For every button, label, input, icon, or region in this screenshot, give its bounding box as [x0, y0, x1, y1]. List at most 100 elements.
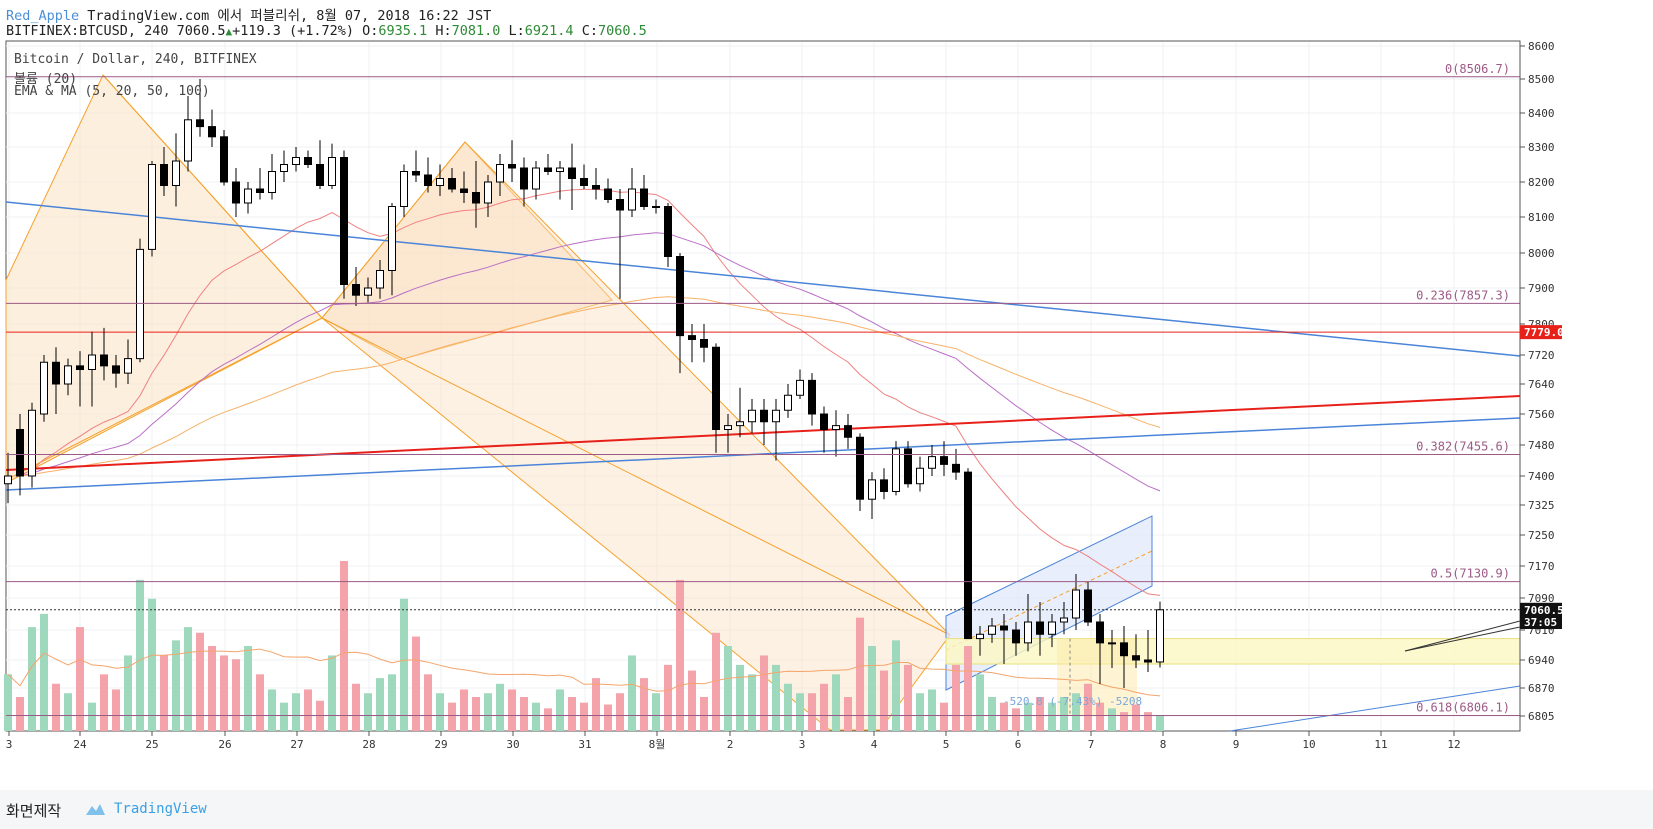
time-axis[interactable]: 3 24 25 26 27 28 29 30 31 8월 2 3 4 5 6 7 8 9 10 11 12	[6, 731, 1461, 751]
candle-body	[148, 164, 156, 250]
volume-bar	[376, 678, 384, 731]
volume-bar	[988, 697, 996, 731]
volume-bar	[736, 664, 744, 731]
volume-bar	[64, 693, 72, 731]
trend-line-upper-blue	[5, 201, 1521, 357]
candle-body	[292, 157, 300, 165]
time-tick-label: 12	[1447, 738, 1460, 751]
candle-body	[160, 164, 168, 186]
candle-body	[796, 379, 804, 396]
last-price-tag: 7060.5	[1524, 604, 1564, 617]
volume-bar	[136, 579, 144, 731]
publish-text: TradingView.com 에서 퍼블리쉬, 8월 07, 2018 16:…	[87, 8, 492, 24]
candle-body	[1120, 642, 1128, 657]
candle-body	[1108, 642, 1116, 645]
tradingview-logo-icon	[86, 804, 105, 815]
volume-bar	[184, 627, 192, 731]
author-name[interactable]: Red_Apple	[6, 8, 80, 24]
candle-body	[268, 171, 276, 193]
countdown-tag-bg	[1520, 615, 1562, 629]
legend-ema-ma[interactable]: EMA & MA (5, 20, 50, 100)	[14, 84, 210, 99]
time-tick-label: 29	[434, 738, 447, 751]
volume-bar	[796, 693, 804, 731]
time-tick-label: 4	[871, 738, 878, 751]
fib-label: 0.236(7857.3)	[1416, 288, 1510, 302]
price-chart[interactable]: 0(8506.7) 0.236(7857.3) 0.382(7455.6) 0.5(7…	[0, 0, 1653, 790]
harmonic-leg	[321, 317, 951, 636]
red-line-price-tag: 7779.0	[1524, 326, 1564, 339]
volume-bar	[88, 702, 96, 731]
candle-body	[4, 475, 12, 485]
candle-body	[700, 339, 708, 348]
volume-bar	[856, 617, 864, 731]
candle-body	[520, 167, 528, 190]
volume-bar	[1084, 683, 1092, 731]
volume-ma-line	[7, 648, 1161, 697]
volume-bar	[748, 674, 756, 731]
volume-bar	[256, 674, 264, 731]
volume-bar	[940, 702, 948, 731]
candle-body	[568, 167, 576, 179]
price-tick-label: 8300	[1528, 141, 1555, 154]
candle-body	[1132, 655, 1140, 661]
volume-bar	[772, 664, 780, 731]
volume-bar	[1144, 712, 1152, 731]
trend-line-bottom	[1229, 685, 1521, 732]
legend-volume[interactable]: 볼륨 (20)	[14, 72, 78, 87]
candle-body	[784, 394, 792, 411]
candle-body	[808, 379, 816, 415]
candle-body	[1048, 621, 1056, 635]
candle-body	[220, 136, 228, 183]
price-tick-label: 7090	[1528, 592, 1555, 605]
volume-bar	[1000, 702, 1008, 731]
volume-bar	[496, 683, 504, 731]
time-tick-label: 24	[73, 738, 87, 751]
candle-body	[628, 188, 636, 211]
candle-body	[100, 354, 108, 367]
price-tick-label: 6940	[1528, 654, 1555, 667]
candle-body	[676, 256, 684, 337]
volume-bar	[832, 674, 840, 731]
volume-bar	[1060, 697, 1068, 731]
time-tick-label: 31	[578, 738, 591, 751]
candle-body	[28, 409, 36, 477]
candle-body	[988, 625, 996, 635]
price-tick-label: 8000	[1528, 247, 1555, 260]
volume-bar	[388, 674, 396, 731]
price-axis[interactable]: 8600850084008300820081008000790078007720…	[1519, 40, 1564, 731]
candle-body	[856, 436, 864, 500]
candle-body	[604, 188, 612, 200]
volume-bar	[844, 697, 852, 731]
volume-bar	[700, 697, 708, 731]
candle-body	[652, 206, 660, 208]
volume-bar	[484, 693, 492, 731]
high-value: 7081.0	[451, 23, 501, 39]
volume-bar	[760, 655, 768, 731]
chart-background	[5, 40, 1521, 732]
price-tick-label: 8600	[1528, 40, 1555, 53]
candle-body	[1156, 609, 1164, 663]
time-tick-label: 6	[1015, 738, 1022, 751]
price-tick-label: 6870	[1528, 682, 1555, 695]
candle-body	[244, 188, 252, 204]
candle-body	[580, 178, 588, 186]
legend-symbol[interactable]: Bitcoin / Dollar, 240, BITFINEX	[14, 52, 257, 67]
time-tick-label: 11	[1374, 738, 1387, 751]
price-tick-label: 7480	[1528, 439, 1555, 452]
volume-bar	[676, 579, 684, 731]
tradingview-brand[interactable]: TradingView	[114, 801, 207, 817]
ohlc-bar: BITFINEX:BTCUSD, 240 7060.5▲+119.3 (+1.7…	[6, 23, 647, 39]
candle-body	[928, 456, 936, 469]
candle-body	[964, 471, 972, 640]
time-tick-label: 28	[362, 738, 375, 751]
ema-20-line	[8, 188, 1161, 596]
footer: 화면제작 TradingView	[0, 790, 1653, 829]
candle-body	[256, 188, 264, 193]
volume-bar	[304, 689, 312, 731]
time-tick-label: 10	[1302, 738, 1315, 751]
volume-bar	[808, 693, 816, 731]
candle-body	[616, 199, 624, 211]
o-label: O:	[362, 23, 379, 39]
candle-body	[832, 425, 840, 430]
harmonic-patterns	[5, 74, 1521, 731]
